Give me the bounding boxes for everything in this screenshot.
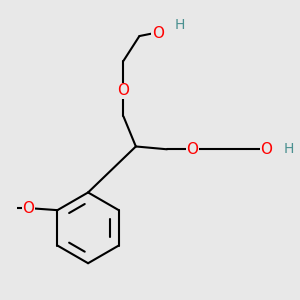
Text: O: O [260, 142, 272, 157]
Text: H: H [175, 18, 185, 32]
Text: H: H [283, 142, 293, 156]
Text: O: O [118, 83, 130, 98]
Text: O: O [22, 201, 34, 216]
Text: O: O [152, 26, 164, 41]
Text: O: O [187, 142, 199, 157]
